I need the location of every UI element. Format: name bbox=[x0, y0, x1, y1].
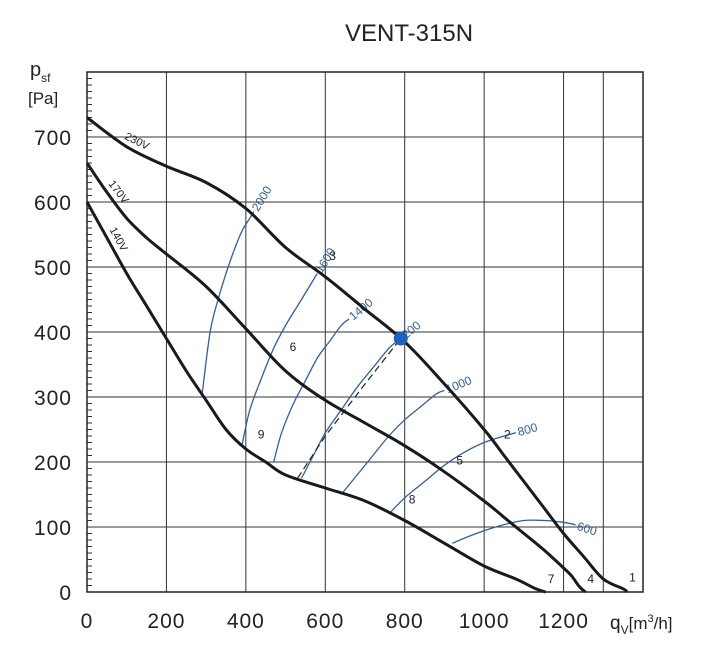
y-tick-label: 100 bbox=[34, 517, 72, 540]
x-tick-label: 0 bbox=[81, 610, 94, 633]
y-tick-label: 700 bbox=[34, 127, 72, 150]
y-axis-minor-ticks bbox=[87, 78, 92, 586]
y-axis-tick-labels: 0 100 200 300 400 500 600 700 bbox=[34, 127, 72, 605]
curve-230V bbox=[86, 116, 629, 594]
x-tick-label: 200 bbox=[147, 610, 185, 633]
y-tick-label: 600 bbox=[34, 192, 72, 215]
x-axis-tick-labels: 0 200 400 600 800 1000 1200 bbox=[81, 610, 589, 633]
iso-line-1400 bbox=[273, 318, 350, 463]
point-label-8: 8 bbox=[409, 493, 416, 507]
point-label-1: 1 bbox=[629, 571, 636, 585]
iso-label-800: 800 bbox=[516, 420, 539, 439]
point-label-3: 3 bbox=[329, 249, 336, 263]
iso-line-2000 bbox=[201, 211, 255, 394]
point-label-5: 5 bbox=[456, 454, 463, 468]
x-axis-label: qV[m3/h] bbox=[610, 613, 673, 637]
y-tick-label: 200 bbox=[34, 452, 72, 475]
iso-line-600 bbox=[452, 519, 576, 544]
iso-label-600: 600 bbox=[575, 519, 599, 539]
point-label-7: 7 bbox=[548, 572, 555, 586]
x-tick-label: 1200 bbox=[538, 610, 589, 633]
x-tick-label: 400 bbox=[227, 610, 265, 633]
y-tick-label: 500 bbox=[34, 257, 72, 280]
point-label-2: 2 bbox=[504, 428, 511, 442]
x-tick-label: 1000 bbox=[459, 610, 510, 633]
y-tick-label: 300 bbox=[34, 387, 72, 410]
iso-line-1600 bbox=[241, 273, 318, 446]
operating-point bbox=[393, 331, 408, 346]
x-tick-label: 600 bbox=[306, 610, 344, 633]
iso-line-800 bbox=[388, 432, 517, 515]
iso-label-1000: 1000 bbox=[444, 373, 474, 396]
chart-title: VENT-315N bbox=[345, 20, 473, 47]
curve-labels: 1 2 3 4 5 6 7 8 9 bbox=[258, 249, 636, 586]
iso-label-1400: 1400 bbox=[346, 295, 376, 323]
point-label-6: 6 bbox=[290, 340, 297, 354]
curve-label-230V: 230V bbox=[123, 131, 152, 153]
y-tick-label: 400 bbox=[34, 322, 72, 345]
y-tick-label: 0 bbox=[59, 582, 72, 605]
curve-140V bbox=[85, 201, 547, 594]
x-tick-label: 800 bbox=[386, 610, 424, 633]
point-label-4: 4 bbox=[587, 572, 594, 586]
y-axis-unit: [Pa] bbox=[28, 89, 58, 108]
iso-line-1000 bbox=[340, 389, 445, 495]
iso-label-2000: 2000 bbox=[249, 183, 275, 213]
curve-label-140V: 140V bbox=[107, 225, 130, 254]
plot-frame bbox=[86, 71, 644, 593]
grid bbox=[87, 72, 643, 592]
curve-170V bbox=[85, 162, 587, 594]
system-line bbox=[296, 338, 402, 479]
iso-line-1200 bbox=[300, 341, 398, 479]
y-axis-label: psf bbox=[30, 59, 51, 85]
point-label-9: 9 bbox=[258, 428, 265, 442]
